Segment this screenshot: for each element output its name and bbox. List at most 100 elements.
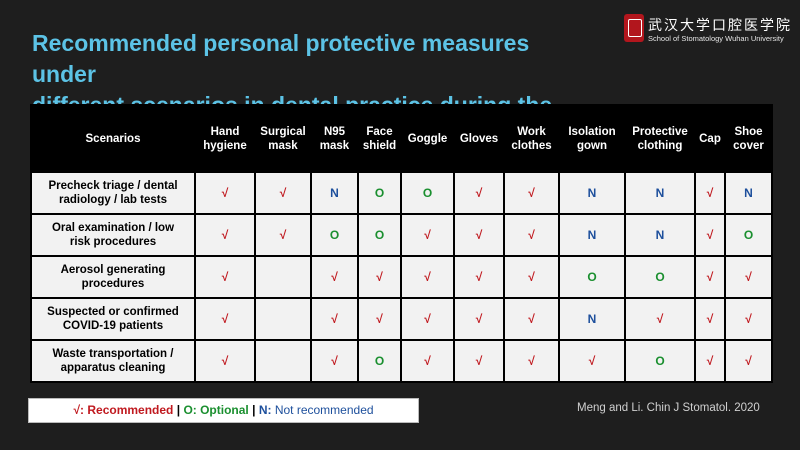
header-text: Scenarios — [85, 132, 141, 145]
header-scenarios: Scenarios — [30, 104, 196, 173]
recommendation-cell: √ — [400, 339, 455, 383]
ppe-table: Scenarios Hand hygiene Surgical mask N95 mask F… — [30, 104, 773, 383]
scenario-text: Precheck triage / dental — [48, 180, 178, 192]
empty-cell — [254, 339, 312, 383]
recommendation-cell: √ — [194, 297, 256, 341]
scenario-cell: Precheck triage / dental radiology / lab … — [30, 171, 196, 215]
recommendation-cell: √ — [400, 297, 455, 341]
recommendation-cell: N — [558, 297, 626, 341]
recommendation-cell: √ — [194, 171, 256, 215]
recommendation-cell: √ — [558, 339, 626, 383]
recommendation-cell: N — [724, 171, 773, 215]
recommendation-cell: √ — [453, 213, 505, 257]
recommendation-cell: √ — [357, 297, 402, 341]
recommendation-cell: N — [624, 213, 696, 257]
recommendation-cell: √ — [254, 213, 312, 257]
recommendation-cell: O — [357, 171, 402, 215]
recommendation-cell: O — [624, 339, 696, 383]
column-header: Shoe cover — [724, 104, 773, 173]
header-text: mask — [268, 139, 298, 152]
recommendation-cell: √ — [400, 213, 455, 257]
header-text: clothes — [511, 139, 552, 152]
header-text: Surgical — [260, 125, 306, 138]
header-text: Cap — [699, 132, 721, 145]
recommendation-cell: √ — [724, 255, 773, 299]
header-text: mask — [319, 139, 350, 152]
table-row: Waste transportation / apparatus cleaning… — [30, 339, 773, 383]
university-logo: 武汉大学口腔医学院 School of Stomatology Wuhan Un… — [624, 14, 794, 48]
header-text: N95 — [323, 125, 346, 138]
recommendation-cell: √ — [357, 255, 402, 299]
table-row: Suspected or confirmed COVID-19 patients √… — [30, 297, 773, 341]
header-text: cover — [733, 139, 764, 152]
recommendation-cell: √ — [624, 297, 696, 341]
title-line-1: Recommended personal protective measures… — [32, 30, 530, 87]
recommendation-cell: √ — [503, 171, 560, 215]
recommendation-cell: O — [558, 255, 626, 299]
header-text: shield — [362, 139, 397, 152]
legend: √: Recommended | O: Optional | N: Not re… — [28, 398, 419, 423]
recommendation-cell: N — [558, 213, 626, 257]
table-row: Precheck triage / dental radiology / lab … — [30, 171, 773, 215]
recommendation-cell: √ — [694, 297, 726, 341]
recommendation-cell: O — [724, 213, 773, 257]
legend-not-recommended: Not recommended — [274, 403, 374, 417]
header-text: Gloves — [459, 132, 499, 145]
recommendation-cell: √ — [694, 255, 726, 299]
recommendation-cell: √ — [310, 339, 359, 383]
header-text: Hand — [210, 125, 240, 138]
scenario-text: COVID-19 patients — [62, 320, 164, 332]
column-header: Face shield — [357, 104, 402, 173]
header-text: clothing — [637, 139, 683, 152]
table-header-row: Scenarios Hand hygiene Surgical mask N95 mask F… — [30, 104, 773, 173]
column-header: N95 mask — [310, 104, 359, 173]
header-text: Face — [366, 125, 393, 138]
legend-separator: | — [176, 403, 181, 417]
scenario-text: Aerosol generating — [60, 264, 166, 276]
column-header: Goggle — [400, 104, 455, 173]
scenario-cell: Suspected or confirmed COVID-19 patients — [30, 297, 196, 341]
recommendation-cell: √ — [194, 255, 256, 299]
header-text: Shoe — [734, 125, 763, 138]
recommendation-cell: √ — [194, 339, 256, 383]
seal-icon — [624, 14, 644, 42]
recommendation-cell: N — [558, 171, 626, 215]
header-text: gown — [576, 139, 608, 152]
recommendation-cell: √ — [503, 213, 560, 257]
header-text: Work — [517, 125, 546, 138]
recommendation-cell: √ — [310, 297, 359, 341]
column-header: Hand hygiene — [194, 104, 256, 173]
recommendation-cell: √ — [453, 339, 505, 383]
header-text: hygiene — [203, 139, 247, 152]
recommendation-cell: √ — [694, 339, 726, 383]
scenario-cell: Aerosol generating procedures — [30, 255, 196, 299]
recommendation-cell: √ — [724, 339, 773, 383]
scenario-text: Oral examination / low — [51, 222, 175, 234]
legend-optional: O: Optional — [183, 403, 249, 417]
recommendation-cell: √ — [400, 255, 455, 299]
citation: Meng and Li. Chin J Stomatol. 2020 — [577, 402, 760, 414]
recommendation-cell: √ — [694, 171, 726, 215]
table-body: Precheck triage / dental radiology / lab … — [30, 171, 773, 383]
recommendation-cell: √ — [453, 255, 505, 299]
logo-english-name: School of Stomatology Wuhan University — [648, 34, 784, 43]
recommendation-cell: √ — [453, 171, 505, 215]
recommendation-cell: √ — [724, 297, 773, 341]
recommendation-cell: O — [357, 213, 402, 257]
recommendation-cell: √ — [503, 297, 560, 341]
scenario-text: apparatus cleaning — [60, 362, 166, 374]
recommendation-cell: N — [310, 171, 359, 215]
scenario-text: Suspected or confirmed — [47, 306, 179, 318]
recommendation-cell: √ — [694, 213, 726, 257]
column-header: Work clothes — [503, 104, 560, 173]
recommendation-cell: O — [357, 339, 402, 383]
scenario-text: procedures — [81, 278, 145, 290]
column-header: Cap — [694, 104, 726, 173]
recommendation-cell: √ — [503, 255, 560, 299]
scenario-cell: Oral examination / low risk procedures — [30, 213, 196, 257]
recommendation-cell: N — [624, 171, 696, 215]
scenario-cell: Waste transportation / apparatus cleaning — [30, 339, 196, 383]
recommendation-cell: √ — [310, 255, 359, 299]
empty-cell — [254, 255, 312, 299]
empty-cell — [254, 297, 312, 341]
